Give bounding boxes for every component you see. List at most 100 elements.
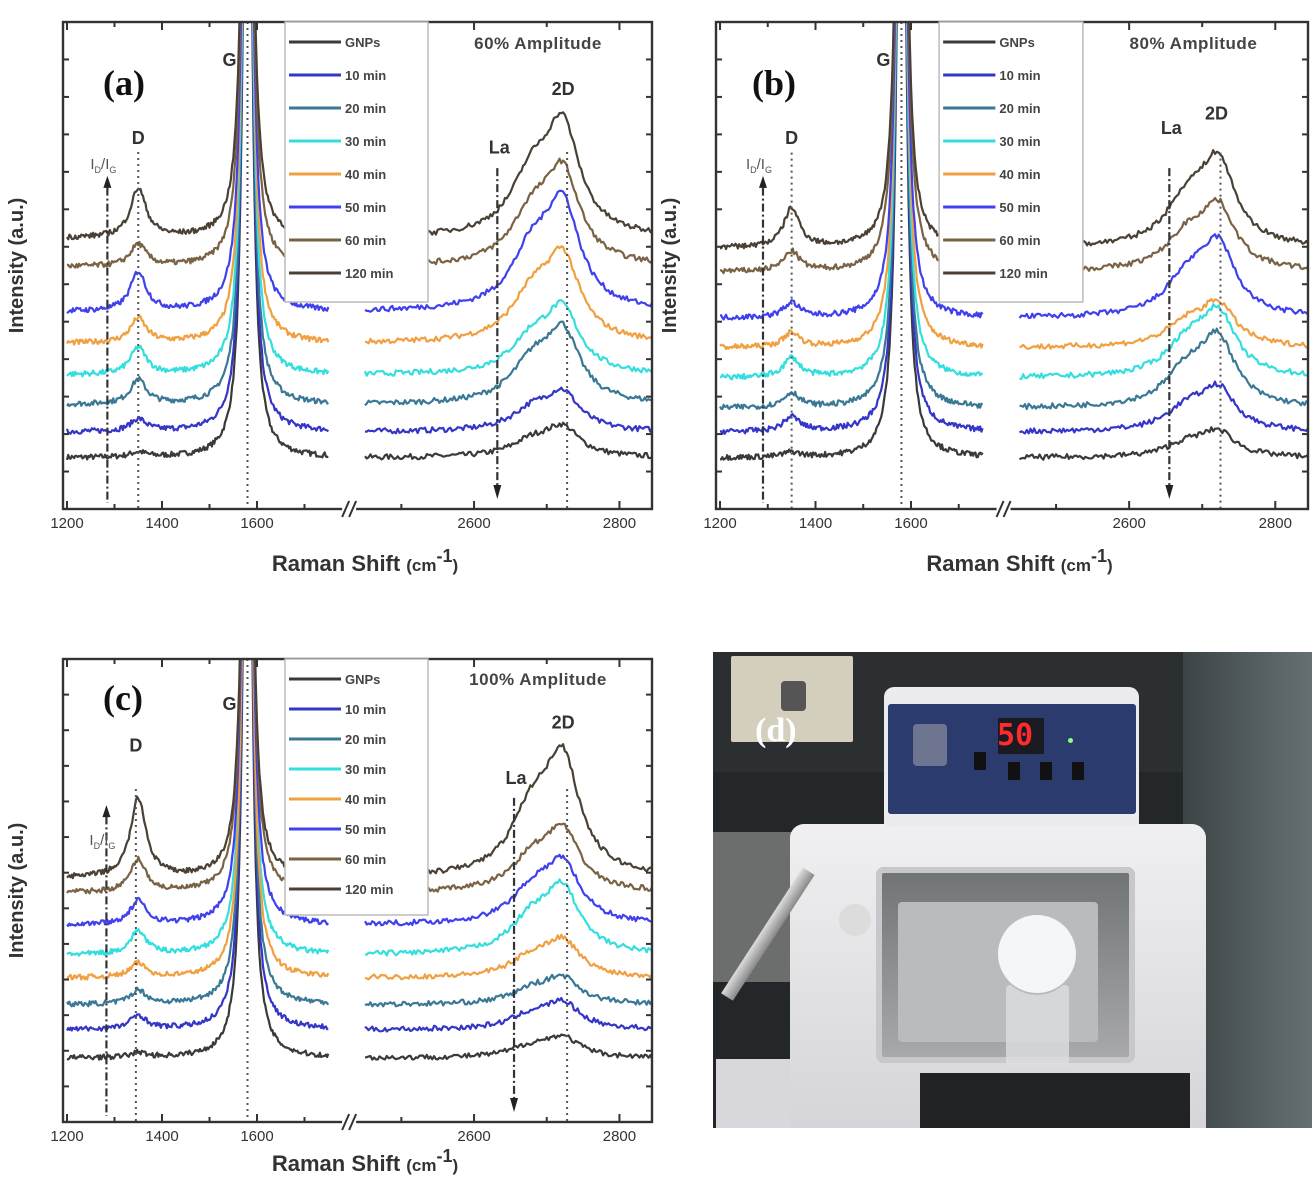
legend-label: 20 min — [345, 732, 386, 747]
arrow-down-icon — [510, 1098, 519, 1112]
series-line-40-min — [66, 22, 330, 346]
peak-label-2d: 2D — [552, 79, 575, 99]
arrow-down-icon — [493, 485, 502, 499]
x-tick-label: 1400 — [799, 515, 832, 532]
chart-panel-2: 1200 1400 1600 2600 2800 Raman Shift (cm-1) Int… — [659, 20, 1310, 576]
x-tick-label: 1600 — [240, 1128, 273, 1145]
legend-label: 40 min — [345, 167, 386, 182]
control-panel — [888, 704, 1136, 814]
chart-title: 60% Amplitude — [474, 34, 602, 53]
series-line-50-min — [364, 189, 652, 313]
x-tick-label: 2800 — [1259, 515, 1292, 532]
x-tick-label: 2600 — [457, 515, 490, 532]
series-line-10-min — [66, 659, 329, 1032]
panel-button — [1008, 762, 1020, 780]
series-line-gnps — [364, 1033, 652, 1061]
series-line-gnps — [65, 22, 329, 461]
y-axis-title: Intensity (a.u.) — [6, 823, 28, 959]
axis-break-gap — [996, 505, 1011, 513]
y-axis-title: Intensity (a.u.) — [6, 198, 28, 334]
chart-panel-1: 1200 1400 1600 2600 2800 Raman Shift (cm-1) Int… — [6, 20, 654, 576]
panel-button — [1040, 762, 1052, 780]
legend-label: 50 min — [345, 200, 386, 215]
peak-label-la: La — [1161, 118, 1183, 138]
chart-title: 80% Amplitude — [1130, 34, 1258, 53]
idig-label: ID/IG — [746, 156, 772, 175]
x-tick-label: 1400 — [145, 1128, 178, 1145]
panel-button — [974, 752, 986, 770]
timer-display-value: 50 — [997, 718, 1034, 753]
legend-label: 20 min — [999, 101, 1040, 116]
series-line-20-min — [364, 320, 652, 407]
axis-break-gap — [342, 1118, 357, 1126]
legend — [938, 21, 1084, 303]
legend-label: 50 min — [999, 200, 1040, 215]
legend-label: GNPs — [345, 35, 380, 50]
legend-label: 30 min — [345, 762, 386, 777]
legend-label: 60 min — [345, 233, 386, 248]
series-line-30-min — [719, 22, 984, 381]
peak-label-g: G — [222, 50, 236, 70]
axis-break-mark — [341, 500, 358, 518]
legend-label: 30 min — [999, 134, 1040, 149]
series-line-40-min — [1019, 297, 1308, 350]
legend-label: 60 min — [999, 233, 1040, 248]
series-line-50-min — [719, 22, 984, 321]
chart-title: 100% Amplitude — [469, 670, 607, 689]
x-tick-label: 2800 — [603, 515, 636, 532]
sonicator-photo: 50 (d) — [713, 652, 1312, 1128]
axis-break-mark — [995, 500, 1012, 518]
panel-label: (a) — [103, 63, 145, 103]
series-line-20-min — [66, 22, 330, 408]
x-tick-label: 1200 — [703, 515, 736, 532]
x-tick-label: 1600 — [894, 515, 927, 532]
series-line-40-min — [66, 659, 330, 981]
series-line-30-min — [1019, 303, 1308, 380]
arrow-up-icon — [102, 805, 111, 818]
series-line-10-min — [364, 996, 652, 1033]
x-tick-label: 2600 — [457, 1128, 490, 1145]
y-axis-title: Intensity (a.u.) — [659, 198, 681, 334]
series-line-30-min — [66, 659, 330, 957]
peak-label-g: G — [222, 694, 236, 714]
x-tick-label: 1400 — [145, 515, 178, 532]
peak-label-2d: 2D — [1205, 103, 1228, 123]
outlet-socket — [781, 681, 806, 711]
legend-label: 10 min — [999, 68, 1040, 83]
x-tick-label: 2800 — [603, 1128, 636, 1145]
display — [998, 718, 1044, 754]
jar-cap — [998, 915, 1076, 993]
series-line-30-min — [364, 878, 652, 957]
series-line-30-min — [363, 299, 652, 377]
legend-label: 10 min — [345, 68, 386, 83]
legend — [284, 658, 429, 916]
legend-label: 60 min — [345, 852, 386, 867]
series-line-50-min — [364, 853, 652, 927]
white-container — [716, 1059, 791, 1128]
legend-label: GNPs — [345, 672, 380, 687]
x-axis-title: Raman Shift (cm-1) — [272, 1146, 458, 1176]
arrow-down-icon — [1165, 485, 1174, 499]
chart-panel-3: 1200 1400 1600 2600 2800 Raman Shift (cm-1) Int… — [6, 657, 654, 1176]
panel-label: (b) — [752, 63, 796, 103]
panel-button — [1072, 762, 1084, 780]
x-tick-label: 1600 — [240, 515, 273, 532]
wall-outlet — [731, 656, 853, 742]
series-line-gnps — [364, 421, 652, 461]
peak-label-g: G — [876, 50, 890, 70]
x-tick-label: 1200 — [50, 1128, 83, 1145]
arrow-up-icon — [103, 175, 112, 188]
x-tick-label: 2600 — [1112, 515, 1145, 532]
idig-label: ID/IG — [90, 156, 116, 175]
x-axis-title: Raman Shift (cm-1) — [926, 546, 1112, 576]
arrow-up-icon — [758, 175, 767, 188]
series-line-20-min — [66, 659, 330, 1008]
panel-label: (c) — [103, 678, 143, 718]
clamp-knob — [839, 904, 871, 936]
legend-label: 120 min — [345, 882, 393, 897]
indicator-light — [1068, 738, 1073, 743]
gauge-icon — [913, 724, 947, 766]
series-line-20-min — [1019, 327, 1308, 411]
series-line-gnps — [1019, 426, 1308, 461]
